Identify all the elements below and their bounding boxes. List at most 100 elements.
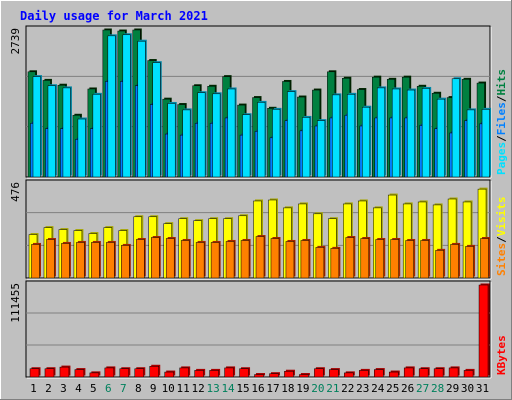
bar-pages-1 bbox=[32, 75, 42, 178]
bar-kbytes-17 bbox=[269, 372, 280, 378]
bar-pages-18 bbox=[287, 90, 297, 178]
bar-sites-20 bbox=[315, 245, 326, 279]
bar-sites-29 bbox=[450, 242, 461, 279]
bar-kbytes-28 bbox=[433, 367, 445, 378]
x-tick-label: 14 bbox=[221, 382, 235, 395]
y-max-label: 2739 bbox=[9, 28, 22, 55]
bar-pages-22 bbox=[347, 92, 357, 178]
bar-sites-3 bbox=[61, 241, 71, 279]
bar-pages-7 bbox=[122, 33, 132, 178]
bar-pages-29 bbox=[451, 77, 462, 178]
bar-pages-30 bbox=[466, 108, 477, 178]
x-tick-label: 19 bbox=[296, 382, 309, 395]
x-tick-label: 3 bbox=[60, 382, 67, 395]
bar-pages-2 bbox=[47, 84, 57, 178]
bar-sites-26 bbox=[405, 238, 416, 279]
bar-pages-14 bbox=[227, 87, 237, 178]
x-tick-label: 23 bbox=[356, 382, 369, 395]
bar-sites-1 bbox=[31, 242, 41, 279]
x-tick-label: 17 bbox=[266, 382, 279, 395]
bar-sites-15 bbox=[240, 238, 251, 279]
bar-sites-31 bbox=[480, 237, 491, 279]
bar-sites-27 bbox=[420, 238, 431, 279]
x-tick-label: 16 bbox=[251, 382, 264, 395]
bar-kbytes-12 bbox=[194, 368, 206, 378]
bar-pages-28 bbox=[436, 97, 447, 178]
bar-kbytes-14 bbox=[224, 366, 236, 378]
bar-kbytes-22 bbox=[344, 371, 355, 378]
bar-pages-25 bbox=[391, 87, 402, 178]
bar-kbytes-26 bbox=[403, 366, 415, 378]
panel-kbytes: 111455 KBytes bbox=[9, 280, 508, 379]
bar-kbytes-21 bbox=[329, 368, 340, 378]
bar-pages-21 bbox=[332, 93, 342, 178]
bar-kbytes-4 bbox=[74, 368, 86, 378]
bar-sites-7 bbox=[121, 243, 131, 279]
bar-kbytes-7 bbox=[119, 367, 131, 378]
bar-pages-16 bbox=[257, 100, 267, 178]
x-tick-label: 29 bbox=[446, 382, 459, 395]
bar-pages-4 bbox=[77, 117, 87, 178]
y-max-label: 111455 bbox=[9, 283, 22, 323]
bar-pages-13 bbox=[212, 92, 222, 178]
x-tick-label: 15 bbox=[236, 382, 249, 395]
bar-pages-20 bbox=[317, 119, 327, 178]
x-tick-label: 24 bbox=[371, 382, 385, 395]
x-tick-label: 22 bbox=[341, 382, 354, 395]
bar-pages-24 bbox=[377, 86, 387, 178]
panels-group: 2739 Pages/Files/Hits 476 Sites/Visits 11145… bbox=[9, 25, 508, 379]
x-tick-label: 28 bbox=[431, 382, 444, 395]
bar-pages-10 bbox=[167, 101, 177, 178]
bar-kbytes-8 bbox=[134, 367, 146, 378]
bar-kbytes-16 bbox=[254, 373, 266, 378]
x-tick-label: 31 bbox=[476, 382, 489, 395]
x-tick-label: 1 bbox=[30, 382, 37, 395]
bar-sites-2 bbox=[46, 237, 56, 279]
x-tick-label: 10 bbox=[162, 382, 175, 395]
bar-kbytes-23 bbox=[359, 368, 370, 378]
right-legend: KBytes bbox=[495, 335, 508, 375]
panel-visits-sites: 476 Sites/Visits bbox=[9, 179, 508, 280]
bar-sites-12 bbox=[195, 240, 206, 279]
bar-sites-24 bbox=[375, 237, 386, 279]
bar-kbytes-6 bbox=[104, 366, 116, 378]
x-tick-label: 30 bbox=[461, 382, 474, 395]
bar-pages-27 bbox=[421, 86, 432, 178]
bar-sites-10 bbox=[165, 237, 176, 279]
panel-hits-files-pages: 2739 Pages/Files/Hits bbox=[9, 25, 508, 179]
bar-kbytes-2 bbox=[44, 367, 56, 378]
bar-sites-25 bbox=[390, 237, 401, 279]
bar-kbytes-19 bbox=[299, 373, 310, 378]
x-tick-label: 26 bbox=[401, 382, 414, 395]
x-tick-label: 27 bbox=[416, 382, 429, 395]
x-tick-label: 12 bbox=[192, 382, 205, 395]
bar-kbytes-29 bbox=[448, 366, 460, 378]
bar-kbytes-25 bbox=[388, 370, 400, 378]
bar-sites-17 bbox=[270, 237, 281, 279]
bar-sites-8 bbox=[136, 237, 146, 279]
x-tick-label: 20 bbox=[311, 382, 324, 395]
bar-kbytes-18 bbox=[284, 369, 295, 378]
bar-sites-11 bbox=[180, 238, 191, 279]
x-axis-labels: 1 2 3 4 5 6 7 8 9 10 11 12 13 14 15 16 17 18 19 20 21 22 23 24 2… bbox=[30, 382, 489, 395]
bar-sites-16 bbox=[255, 235, 266, 279]
bar-pages-23 bbox=[362, 105, 372, 178]
bar-sites-9 bbox=[150, 236, 161, 279]
bar-sites-21 bbox=[330, 246, 341, 279]
bar-sites-5 bbox=[91, 240, 101, 279]
bar-pages-9 bbox=[152, 61, 162, 178]
bar-pages-12 bbox=[197, 91, 207, 178]
right-legend: Sites/Visits bbox=[495, 197, 508, 277]
x-tick-label: 2 bbox=[45, 382, 52, 395]
bar-sites-18 bbox=[285, 239, 296, 279]
bar-sites-28 bbox=[435, 248, 446, 279]
y-max-label: 476 bbox=[9, 182, 22, 202]
bar-pages-11 bbox=[182, 108, 192, 178]
x-tick-label: 8 bbox=[135, 382, 142, 395]
bar-kbytes-11 bbox=[179, 366, 191, 378]
bar-pages-17 bbox=[272, 107, 282, 178]
bar-pages-19 bbox=[302, 115, 312, 178]
bar-sites-14 bbox=[225, 239, 236, 279]
bar-kbytes-31 bbox=[478, 283, 490, 378]
bar-kbytes-3 bbox=[59, 365, 71, 378]
